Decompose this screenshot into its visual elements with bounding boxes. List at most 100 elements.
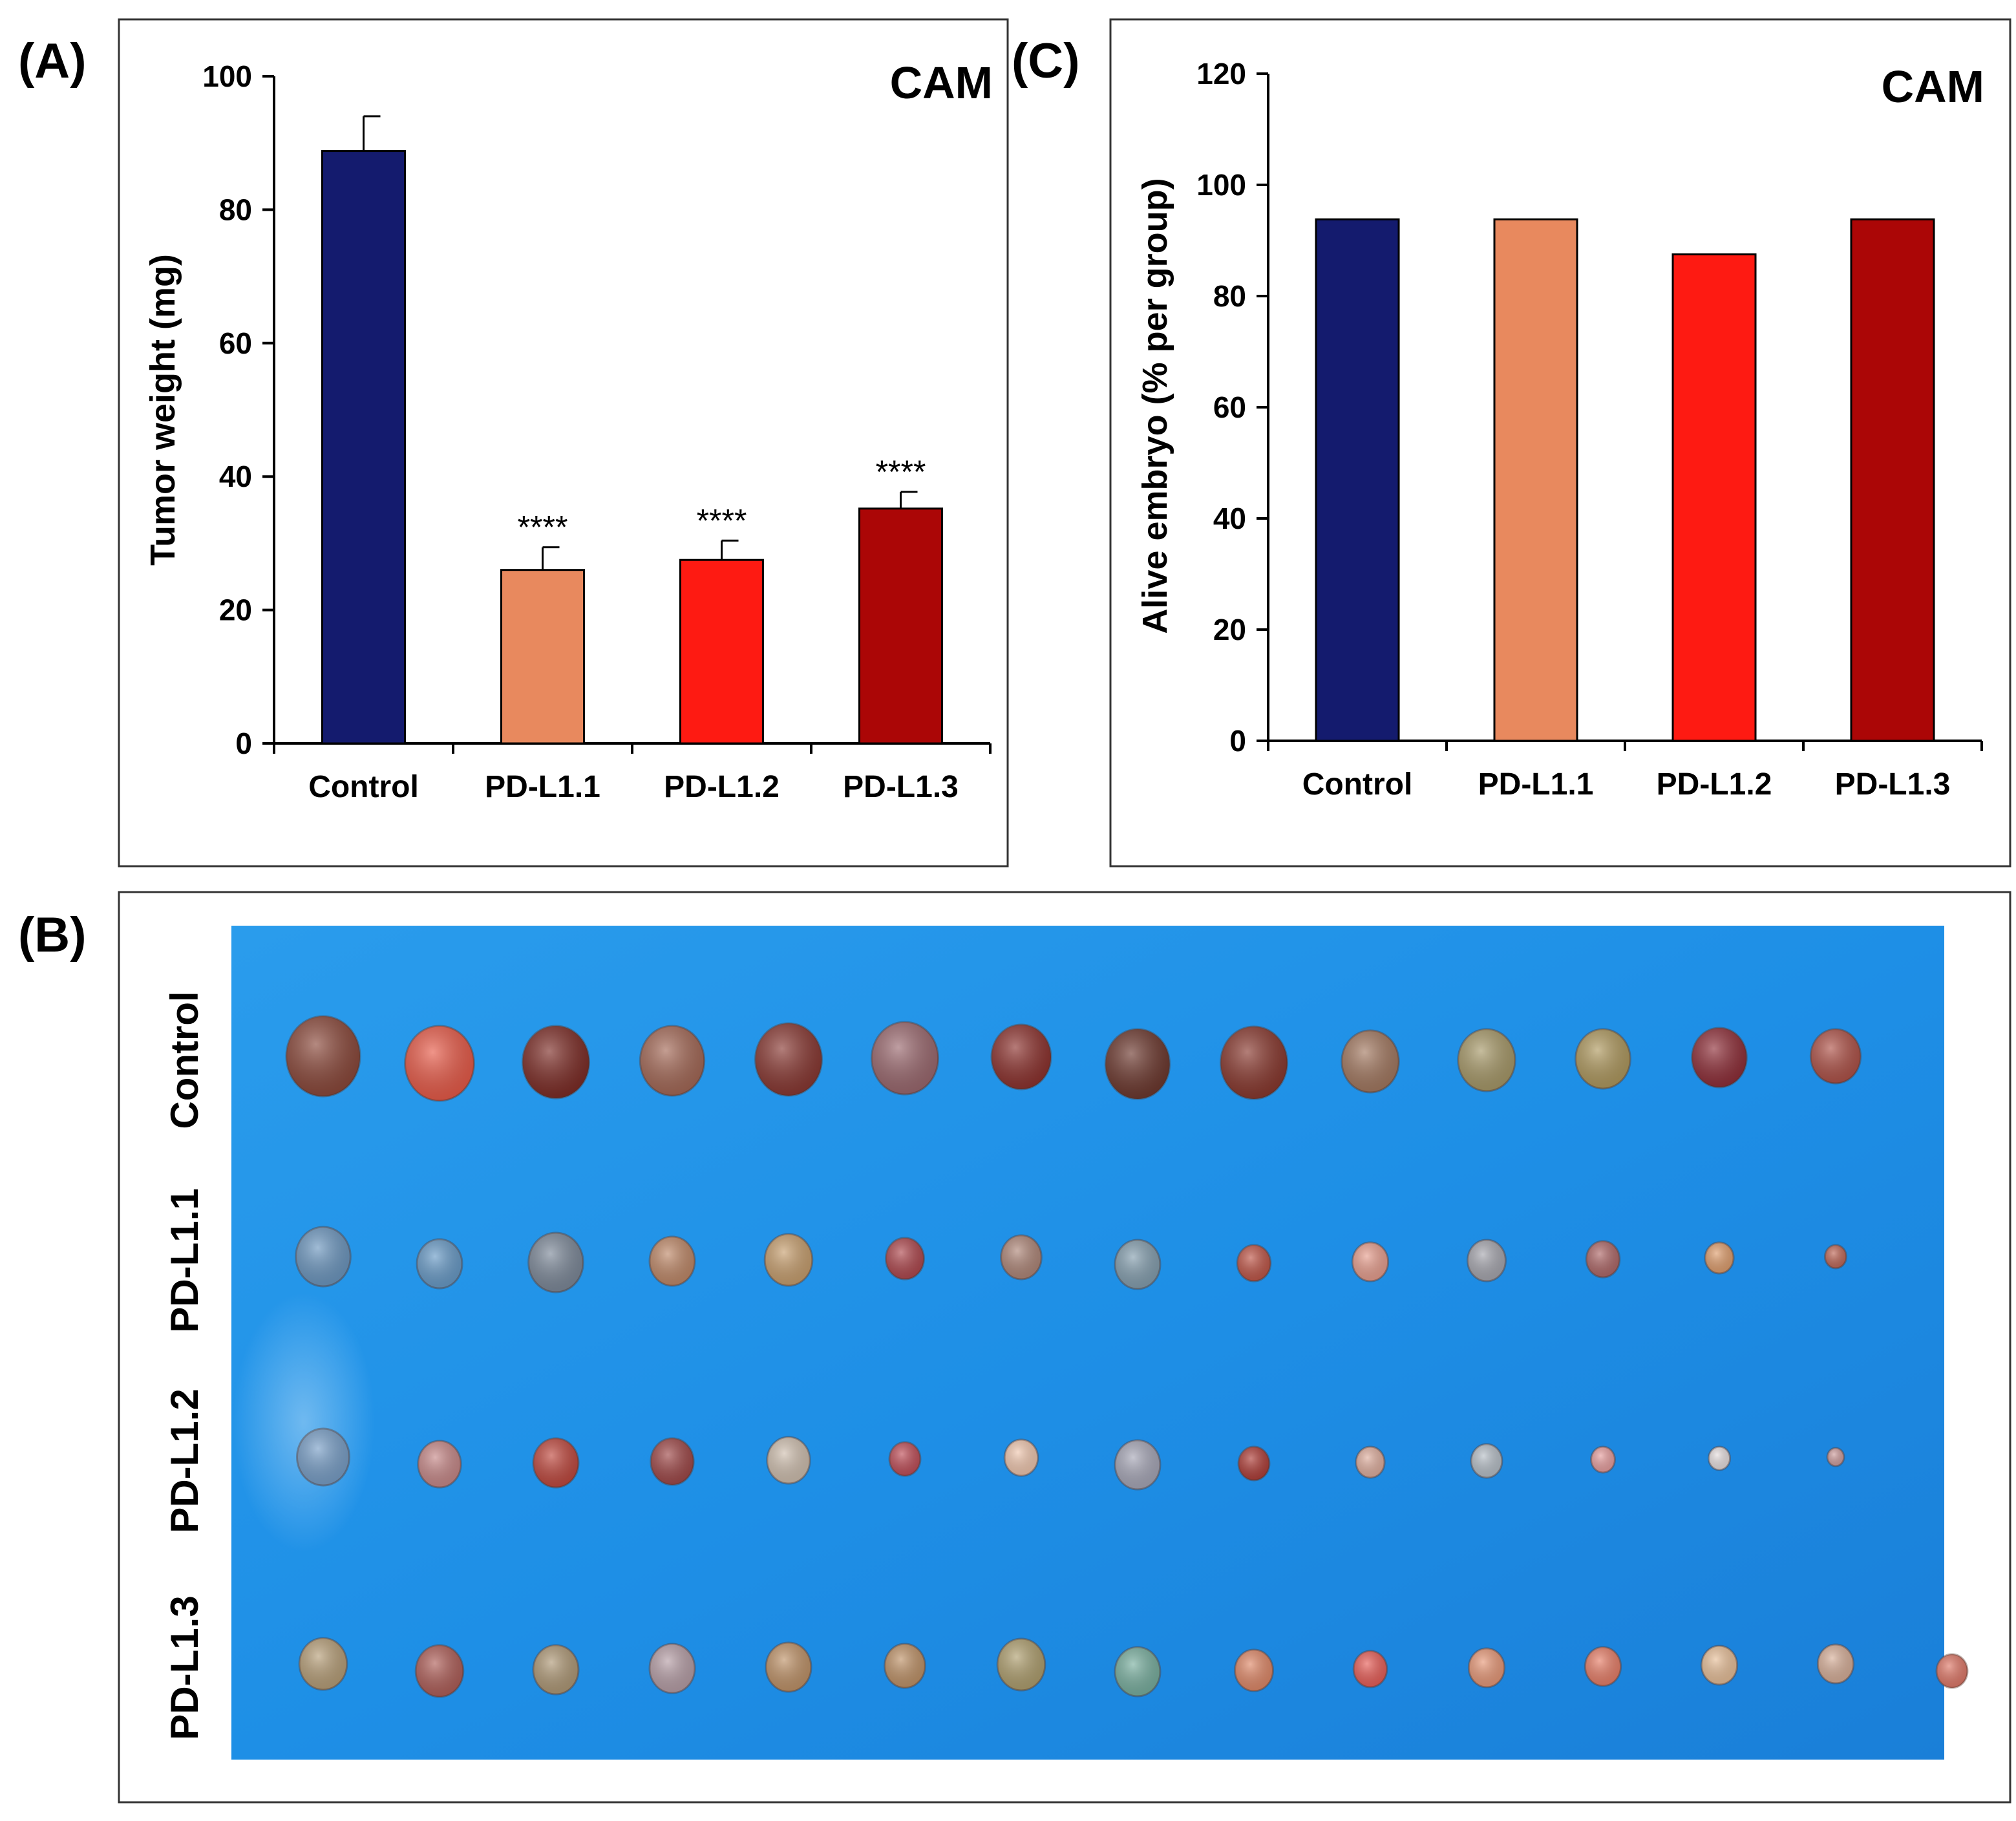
panel-c-frame <box>1109 18 2011 868</box>
tumor-control-9 <box>1219 1025 1289 1100</box>
panel-a-letter: (A) <box>18 34 87 89</box>
tumor-control-2 <box>404 1025 475 1102</box>
chart-a-bar-pd-l1-3 <box>858 507 943 745</box>
chart-c-y-axis-label: Alive embryo (% per group) <box>1136 178 1174 634</box>
panel-c-letter: (C) <box>1012 34 1080 89</box>
photo-glare <box>233 1293 375 1551</box>
tumor-pd-l1-2-5 <box>766 1436 811 1485</box>
chart-a-category-label: PD-L1.3 <box>843 770 959 804</box>
photo-row-label-pd-l1-2: PD-L1.2 <box>163 1389 206 1533</box>
photo-row-label-control: Control <box>163 991 206 1129</box>
chart-a-y-tick-label: 40 <box>219 460 252 493</box>
tumor-pd-l1-1-12 <box>1585 1240 1621 1279</box>
chart-c-bar-control <box>1315 218 1400 742</box>
tumor-pd-l1-3-7 <box>996 1637 1046 1692</box>
tumor-pd-l1-1-4 <box>648 1235 696 1287</box>
chart-a-category-label: Control <box>308 770 419 804</box>
tumor-pd-l1-3-13 <box>1700 1645 1739 1686</box>
tumor-pd-l1-3-5 <box>765 1641 812 1693</box>
chart-c-cam-label: CAM <box>1882 61 1984 112</box>
chart-c-y-tick-label: 0 <box>1229 724 1246 758</box>
tumor-pd-l1-2-8 <box>1114 1439 1162 1491</box>
tumor-pd-l1-2-4 <box>650 1437 695 1486</box>
chart-a-y-tick-label: 80 <box>219 193 252 226</box>
tumor-pd-l1-1-11 <box>1467 1239 1507 1283</box>
photo-background <box>231 926 1944 1760</box>
tumor-control-4 <box>639 1025 706 1097</box>
tumor-pd-l1-2-7 <box>1003 1438 1039 1477</box>
tumor-pd-l1-3-3 <box>532 1644 580 1696</box>
tumor-pd-l1-3-9 <box>1234 1648 1274 1692</box>
tumor-pd-l1-3-2 <box>414 1644 465 1698</box>
chart-a: CAM Tumor weight (mg) 0 20 40 60 80 100 Contro… <box>143 58 993 804</box>
tumor-control-7 <box>990 1023 1052 1091</box>
chart-a-significance-label: **** <box>876 454 926 490</box>
chart-c-category-label: PD-L1.3 <box>1835 767 1951 802</box>
panel-a-frame <box>118 18 1009 868</box>
tumor-control-10 <box>1341 1029 1400 1094</box>
chart-a-significance-label: **** <box>697 502 747 538</box>
tumor-control-3 <box>521 1025 591 1100</box>
chart-a-bar-control <box>321 150 406 745</box>
chart-a-cam-label: CAM <box>890 58 993 108</box>
tumor-pd-l1-3-15 <box>1935 1653 1969 1689</box>
tumor-pd-l1-3-10 <box>1352 1650 1388 1688</box>
tumor-pd-l1-3-4 <box>648 1643 696 1694</box>
tumor-pd-l1-3-11 <box>1467 1647 1506 1688</box>
chart-c-y-tick-label: 120 <box>1196 57 1246 91</box>
tumor-pd-l1-3-1 <box>298 1637 348 1691</box>
tumor-control-1 <box>285 1015 361 1098</box>
tumor-pd-l1-1-14 <box>1823 1244 1848 1270</box>
tumor-pd-l1-1-1 <box>295 1226 352 1288</box>
tumor-pd-l1-1-5 <box>763 1233 814 1287</box>
chart-a-bar-pd-l1-2 <box>679 559 764 745</box>
chart-c-bar-pd-l1-2 <box>1671 253 1757 742</box>
tumor-pd-l1-2-12 <box>1590 1445 1616 1474</box>
chart-c-category-label: Control <box>1302 767 1413 802</box>
tumor-photo: Control PD-L1.1 PD-L1.2 PD-L1.3 <box>163 926 1969 1760</box>
tumor-pd-l1-3-6 <box>884 1643 926 1689</box>
tumor-pd-l1-2-2 <box>417 1440 462 1489</box>
panel-b-letter: (B) <box>18 908 87 963</box>
chart-c-y-tick-label: 100 <box>1196 168 1246 202</box>
panel-b-frame <box>118 891 2011 1804</box>
chart-a-y-tick-label: 100 <box>202 59 252 93</box>
chart-a-bar-pd-l1-1 <box>500 569 585 745</box>
tumor-control-6 <box>870 1021 940 1096</box>
chart-a-y-tick-label: 20 <box>219 593 252 627</box>
chart-c-y-tick-label: 40 <box>1213 502 1246 535</box>
chart-c-y-tick-label: 20 <box>1213 613 1246 646</box>
tumor-pd-l1-1-10 <box>1351 1241 1390 1283</box>
tumor-control-8 <box>1104 1028 1171 1100</box>
tumor-pd-l1-2-11 <box>1470 1443 1503 1479</box>
photo-row-label-pd-l1-1: PD-L1.1 <box>163 1188 206 1332</box>
tumor-pd-l1-1-7 <box>1000 1234 1043 1281</box>
tumor-control-14 <box>1809 1028 1862 1085</box>
chart-c-category-label: PD-L1.2 <box>1657 767 1772 802</box>
chart-c-category-label: PD-L1.1 <box>1478 767 1594 802</box>
tumor-pd-l1-2-14 <box>1826 1447 1845 1467</box>
chart-a-y-axis-label: Tumor weight (mg) <box>143 254 182 566</box>
chart-c-y-tick-label: 80 <box>1213 279 1246 313</box>
tumor-pd-l1-2-9 <box>1237 1445 1271 1482</box>
tumor-pd-l1-1-9 <box>1236 1244 1272 1283</box>
chart-c: CAM Alive embryo (% per group) 0 20 40 60 80… <box>1136 57 1984 802</box>
tumor-pd-l1-2-3 <box>532 1437 580 1489</box>
tumor-pd-l1-1-2 <box>416 1238 463 1290</box>
chart-c-bar-pd-l1-3 <box>1850 218 1935 742</box>
tumor-control-5 <box>754 1022 823 1097</box>
tumor-pd-l1-3-12 <box>1584 1646 1622 1687</box>
chart-a-category-label: PD-L1.2 <box>664 770 780 804</box>
chart-c-y-tick-label: 60 <box>1213 390 1246 424</box>
tumor-pd-l1-1-13 <box>1704 1241 1735 1275</box>
chart-a-significance-label: **** <box>518 509 568 546</box>
tumor-pd-l1-1-8 <box>1114 1239 1162 1290</box>
chart-a-category-label: PD-L1.1 <box>485 770 600 804</box>
tumor-control-13 <box>1691 1027 1748 1089</box>
tumor-pd-l1-1-3 <box>527 1231 584 1294</box>
tumor-pd-l1-3-14 <box>1816 1643 1855 1685</box>
chart-a-y-tick-label: 0 <box>235 727 252 760</box>
chart-a-y-tick-label: 60 <box>219 326 252 360</box>
tumor-pd-l1-2-10 <box>1355 1445 1386 1479</box>
